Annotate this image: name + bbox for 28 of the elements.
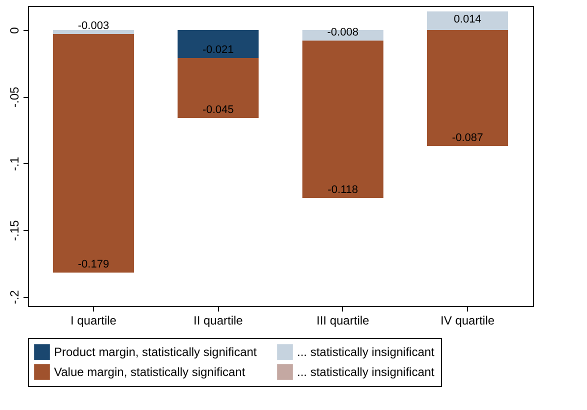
legend-label: ... statistically insignificant	[297, 345, 436, 360]
bar	[178, 58, 259, 118]
data-label: -0.087	[452, 132, 484, 144]
bar	[427, 30, 508, 146]
data-label: -0.021	[202, 44, 234, 56]
data-label: 0.014	[454, 13, 482, 26]
data-label: -0.045	[202, 104, 234, 116]
x-tick-label: I quartile	[70, 314, 117, 328]
legend-label: ... statistically insignificant	[297, 365, 436, 379]
legend-label: Product margin, statistically significant	[54, 345, 258, 360]
bar	[52, 30, 134, 34]
y-tick-label: -.1	[8, 156, 22, 171]
data-label: -0.008	[327, 26, 358, 39]
data-label: -0.003	[78, 20, 110, 32]
bar	[302, 40, 384, 198]
x-tick-label: II quartile	[193, 314, 244, 328]
bar	[52, 34, 134, 273]
data-label: -0.118	[328, 184, 358, 196]
bar	[427, 11, 508, 30]
y-tick-label: 0	[8, 26, 22, 34]
y-tick-label: -.15	[8, 220, 22, 241]
x-tick-label: IV quartile	[440, 314, 495, 328]
y-tick-label: -.05	[8, 86, 22, 108]
data-label: -0.179	[78, 258, 110, 271]
y-tick-label: -.2	[8, 290, 22, 304]
legend-label: Value margin, statistically significant	[54, 365, 246, 379]
bar	[178, 30, 259, 58]
x-tick-label: III quartile	[316, 314, 370, 328]
